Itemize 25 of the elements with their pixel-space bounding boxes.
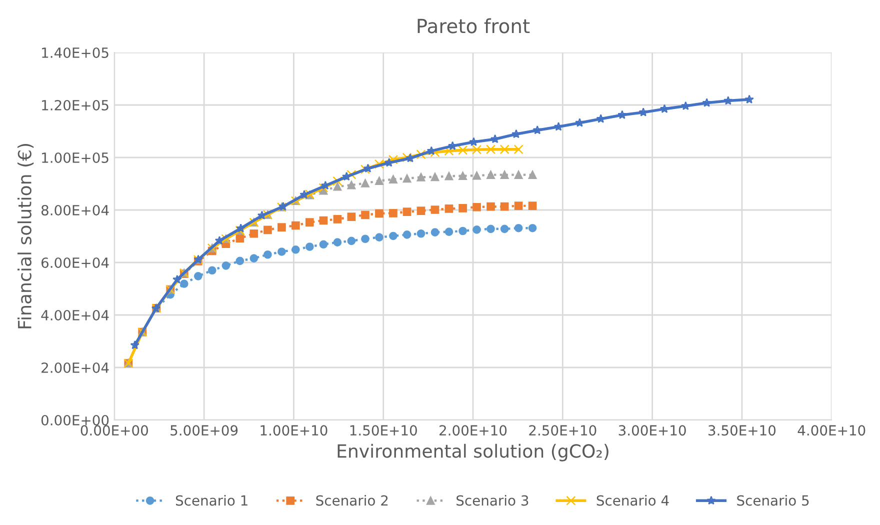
y-axis-title: Financial solution (€) <box>17 144 34 328</box>
y-tick-label: 0.00E+00 <box>41 414 109 426</box>
legend-label: Scenario 5 <box>737 494 809 506</box>
y-tick-label: 4.00E+04 <box>41 310 109 320</box>
legend-label: Scenario 3 <box>456 494 528 506</box>
x-tick-label: 0.00E+00 <box>80 425 148 436</box>
legend-label: Scenario 2 <box>316 494 388 506</box>
y-tick-label: 1.20E+05 <box>42 100 108 110</box>
x-tick-label: 4.00E+10 <box>798 425 866 436</box>
legend-label: Scenario 4 <box>596 494 669 506</box>
x-axis-title: Environmental solution (gCO₂) <box>338 444 608 462</box>
y-tick-label: 1.00E+05 <box>42 152 108 163</box>
y-tick-label: 2.00E+04 <box>42 362 109 373</box>
chart-title: Pareto front <box>418 18 530 34</box>
x-tick-label: 5.00E+09 <box>170 425 238 436</box>
y-tick-label: 6.00E+04 <box>41 257 109 268</box>
x-tick-label: 3.00E+10 <box>618 425 686 436</box>
x-tick-label: 3.50E+10 <box>708 425 776 436</box>
x-tick-label: 1.00E+10 <box>260 425 328 436</box>
y-tick-label: 1.40E+05 <box>42 47 108 58</box>
x-tick-label: 1.50E+10 <box>350 425 417 436</box>
x-tick-label: 2.00E+10 <box>440 425 507 436</box>
x-tick-label: 2.50E+10 <box>529 425 596 436</box>
y-tick-label: 8.00E+04 <box>41 204 109 216</box>
legend-label: Scenario 1 <box>176 494 248 506</box>
